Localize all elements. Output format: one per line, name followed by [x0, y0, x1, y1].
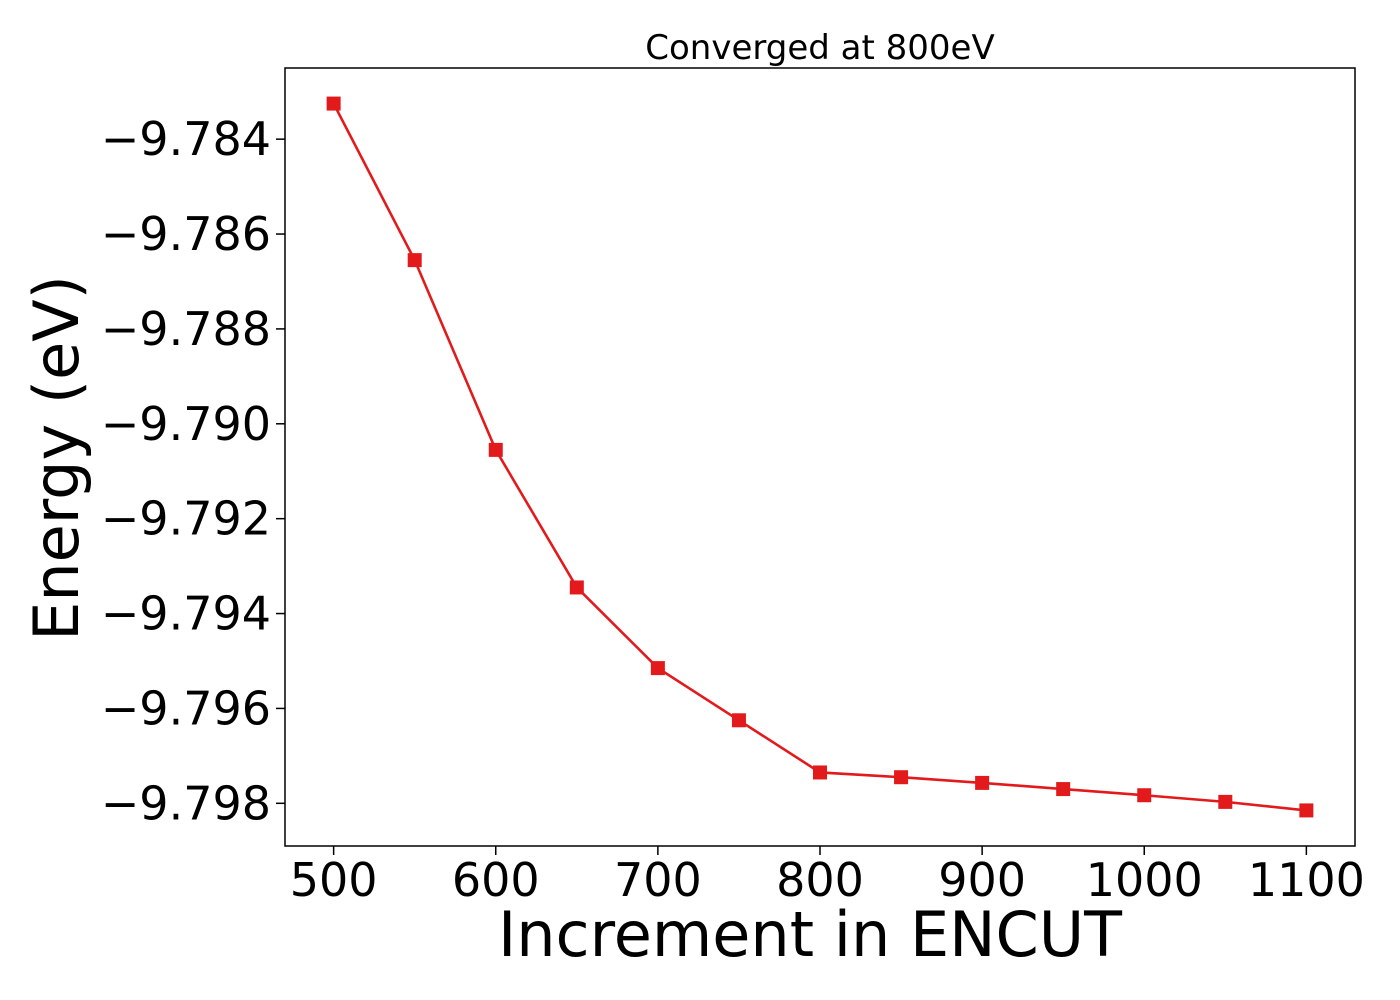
series-layer: [326, 96, 1314, 818]
y-tick-label: −9.784: [101, 112, 271, 166]
data-point: [569, 580, 584, 595]
data-point: [731, 713, 746, 728]
y-tick-label: −9.786: [101, 207, 271, 261]
data-point: [1137, 788, 1152, 803]
x-tick-label: 700: [614, 853, 702, 907]
x-tick-label: 1100: [1248, 853, 1365, 907]
x-tick-label: 800: [776, 853, 864, 907]
x-tick-label: 1000: [1086, 853, 1203, 907]
y-tick-label: −9.798: [101, 776, 271, 830]
data-point: [1056, 782, 1071, 797]
chart-title: Converged at 800eV: [645, 28, 994, 68]
x-axis-label: Increment in ENCUT: [498, 898, 1123, 971]
x-tick-label: 500: [290, 853, 378, 907]
y-tick-label: −9.796: [101, 681, 271, 735]
x-tick-label: 600: [452, 853, 540, 907]
y-axis: −9.784 −9.786 −9.788 −9.790 −9.792 −9.794 −9.7…: [101, 112, 285, 830]
data-point: [1218, 794, 1233, 809]
data-point: [407, 253, 422, 268]
data-point: [1299, 803, 1314, 818]
data-point: [488, 442, 503, 457]
data-point: [894, 770, 909, 785]
y-tick-label: −9.788: [101, 302, 271, 356]
y-axis-label: Energy (eV): [20, 275, 93, 641]
data-point: [650, 661, 665, 676]
data-point: [975, 775, 990, 790]
y-tick-label: −9.790: [101, 397, 271, 451]
x-axis: 500 600 700 800 900 1000 1100: [290, 846, 1365, 907]
y-tick-label: −9.794: [101, 587, 271, 641]
data-point: [813, 765, 827, 780]
data-point: [326, 96, 341, 111]
plot-area: [284, 67, 1356, 847]
y-tick-label: −9.792: [101, 492, 271, 546]
x-tick-label: 900: [938, 853, 1026, 907]
